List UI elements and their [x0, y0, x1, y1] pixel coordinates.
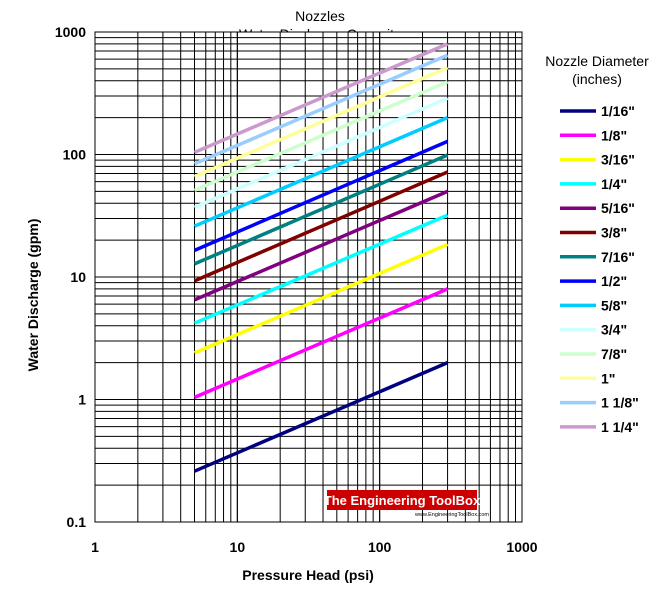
legend: Nozzle Diameter (inches) 1/16" 1/8" 3/16" 1… — [545, 53, 649, 435]
legend-label: 1/8" — [601, 127, 627, 143]
legend-label: 3/4" — [601, 322, 627, 338]
x-axis-label: Pressure Head (psi) — [242, 567, 374, 583]
series-lines — [193, 42, 449, 473]
brand-box — [327, 490, 477, 510]
brand-url: www.EngineeringToolBox.com — [414, 512, 489, 518]
legend-label: 5/16" — [601, 200, 635, 216]
y-axis-label: Water Discharge (gpm) — [25, 219, 41, 372]
y-tick-label: 1000 — [55, 24, 86, 40]
series-line — [193, 65, 449, 179]
series-line — [193, 96, 449, 210]
x-tick-label: 10 — [230, 539, 246, 555]
y-tick-label: 1 — [78, 392, 86, 408]
x-tick-label: 1000 — [506, 539, 537, 555]
series-line — [193, 360, 449, 473]
legend-label: 7/16" — [601, 249, 635, 265]
series-line — [193, 170, 449, 283]
legend-label: 3/16" — [601, 152, 635, 168]
series-line — [193, 153, 449, 266]
series-line — [193, 242, 449, 355]
legend-label: 1/2" — [601, 273, 627, 289]
series-line — [193, 42, 449, 155]
x-tick-label: 100 — [368, 539, 392, 555]
legend-label: 1" — [601, 370, 615, 386]
y-tick-label: 10 — [70, 269, 86, 285]
series-line — [193, 80, 449, 192]
x-tick-label: 1 — [91, 539, 99, 555]
legend-label: 1 1/8" — [601, 395, 639, 411]
y-tick-label: 0.1 — [67, 514, 87, 530]
series-line — [193, 115, 449, 228]
legend-title-line1: Nozzle Diameter — [545, 53, 649, 69]
legend-label: 5/8" — [601, 297, 627, 313]
series-line — [193, 189, 449, 302]
legend-label: 7/8" — [601, 346, 627, 362]
brand-name: The Engineering ToolBox — [324, 493, 481, 508]
legend-title-line2: (inches) — [572, 71, 622, 87]
legend-label: 3/8" — [601, 225, 627, 241]
chart-title: Nozzles — [295, 8, 345, 24]
brand-logo: The Engineering ToolBox www.EngineeringT… — [324, 490, 489, 518]
legend-label: 1 1/4" — [601, 419, 639, 435]
y-tick-label: 100 — [63, 147, 87, 163]
series-line — [193, 53, 449, 166]
series-line — [193, 139, 449, 253]
legend-label: 1/4" — [601, 176, 627, 192]
series-line — [193, 213, 449, 325]
legend-label: 1/16" — [601, 103, 635, 119]
series-line — [193, 287, 449, 400]
